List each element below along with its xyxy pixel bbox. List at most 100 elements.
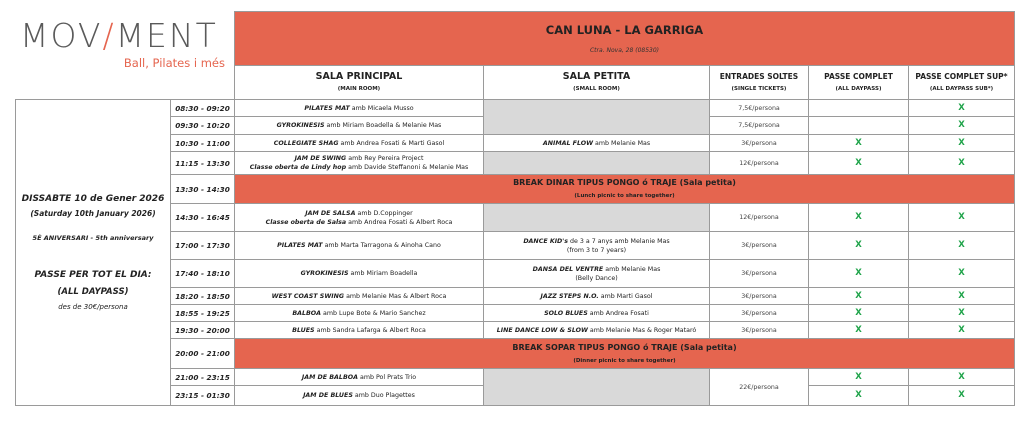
column-header-1: SALA PETITA (SMALL ROOM) [483,65,710,100]
schedule-header: CAN LUNA - LA GARRIGA Ctra. Nova, 28 (08… [234,11,1015,100]
class-detail: amb Rey Pereira Project [346,155,424,162]
sala-petita-empty [483,203,710,232]
logo-wordmark: MOV/MENT [20,16,218,55]
time-slot: 20:00 - 21:00 [170,338,235,369]
daypass-cell: X [808,259,909,288]
check-mark: X [958,212,965,222]
logo-tagline: Ball, Pilates i més [123,56,225,70]
class-name: JAM DE SALSA [305,209,356,217]
table-row: 17:00 - 17:30 PILATES MAT amb Marta Tarra… [16,231,1015,260]
sala-petita-empty [483,151,710,175]
daypass-cell: X [808,231,909,260]
class-name: Classe oberta de Salsa [265,218,347,226]
check-mark: X [958,307,965,318]
break-title: BREAK DINAR TIPUS PONGO ó TRAJE (Sala pe… [513,178,736,187]
class-name: GYROKINESIS [276,122,325,129]
class-name: GYROKINESIS [300,270,349,277]
daypass-sup-cell: X [908,385,1015,406]
daypass-cell: X [808,134,909,152]
column-title: SALA PRINCIPAL [315,71,403,82]
sala-principal-cell: JAM DE BLUES amb Duo Plagettes [234,385,484,406]
single-ticket-price: 3€/persona [709,321,809,339]
class-line: SOLO BLUES amb Andrea Fosati [485,309,709,318]
class-name: JAM DE SWING [294,155,347,162]
class-detail: amb Melanie Mas & Roger Mataró [587,326,697,334]
sala-principal-cell: PILATES MAT amb Micaela Musso [234,99,484,117]
table-row: 23:15 - 01:30 JAM DE BLUES amb Duo Plaget… [16,385,1015,406]
class-detail: amb Miriam Boadella & Melanie Mas [324,122,442,129]
class-detail: amb Marta Tarragona & Ainoha Cano [322,242,441,249]
class-name: SOLO BLUES [544,309,588,317]
daypass-cell: X [808,304,909,322]
daypass-cell: X [808,203,909,232]
check-mark: X [855,324,862,335]
table-row: 17:40 - 18:10 GYROKINESIS amb Miriam Boad… [16,259,1015,288]
class-line: PILATES MAT amb Marta Tarragona & Ainoha… [236,241,483,250]
day-info: DISSABTE 10 de Gener 2026 (Saturday 10th … [15,99,171,406]
class-detail: (from 3 to 7 years) [566,246,627,254]
schedule-table: DISSABTE 10 de Gener 2026 (Saturday 10th … [15,99,1015,406]
table-row: DISSABTE 10 de Gener 2026 (Saturday 10th … [15,99,1015,406]
break-subtitle: (Dinner picnic to share together) [573,357,676,364]
daypass-cell [808,99,909,117]
time-slot: 09:30 - 10:20 [170,116,235,135]
time-slot: 19:30 - 20:00 [170,321,235,339]
time-slot: 18:55 - 19:25 [170,304,235,322]
table-row: 11:15 - 13:30 JAM DE SWING amb Rey Pereir… [16,151,1015,175]
break-row: 20:00 - 21:00 BREAK SOPAR TIPUS PONGO ó T… [16,338,1015,369]
check-mark: X [855,290,862,301]
sala-principal-cell: BALBOA amb Lupe Bote & Mario Sanchez [234,304,484,322]
column-header-4: PASSE COMPLET SUP* (ALL DAYPASS SUB*) [908,65,1015,100]
single-ticket-price: 3€/persona [709,304,809,322]
daypass-cell: X [808,287,909,305]
class-detail: (Belly Dance) [575,274,618,282]
class-line: (from 3 to 7 years) [485,246,709,255]
time-slot: 14:30 - 16:45 [170,203,235,232]
sala-petita-cell: JAZZ STEPS N.O. amb Marti Gasol [483,287,710,305]
column-subtitle: (ALL DAYPASS) [835,86,882,92]
check-mark: X [855,240,862,250]
table-row: 19:30 - 20:00 BLUES amb Sandra Lafarga & … [16,321,1015,339]
class-name: BLUES [292,326,315,334]
daypass-sup-cell: X [908,151,1015,175]
check-mark: X [958,290,965,301]
time-slot: 13:30 - 14:30 [170,174,235,204]
class-line: Classe oberta de Salsa amb Andrea Fosati… [236,218,483,227]
time-slot: 23:15 - 01:30 [170,385,235,406]
sala-principal-cell: COLLEGIATE SHAG amb Andrea Fosati & Mart… [234,134,484,152]
class-line: BALBOA amb Lupe Bote & Mario Sanchez [236,309,483,318]
daypass-cell: X [808,321,909,339]
daypass-subtitle: (ALL DAYPASS) [57,287,129,297]
class-detail: amb Melanie Mas & Albert Roca [344,292,447,300]
column-subtitle: (SMALL ROOM) [573,86,620,92]
break-banner: BREAK DINAR TIPUS PONGO ó TRAJE (Sala pe… [234,174,1015,204]
class-line: PILATES MAT amb Micaela Musso [236,104,483,113]
sala-petita-empty [483,368,710,406]
daypass-sup-cell: X [908,99,1015,117]
column-header-2: ENTRADES SOLTES (SINGLE TICKETS) [709,65,809,100]
daypass-sup-cell: X [908,368,1015,386]
check-mark: X [855,157,862,168]
class-detail: amb Duo Plagettes [352,392,415,399]
class-line: JAM DE BLUES amb Duo Plagettes [236,391,483,400]
class-detail: amb Andrea Fosati [587,309,649,317]
class-line: LINE DANCE LOW & SLOW amb Melanie Mas & … [485,326,709,335]
sala-principal-cell: BLUES amb Sandra Lafarga & Albert Roca [234,321,484,339]
check-mark: X [855,390,862,400]
logo: MOV/MENT Ball, Pilates i més [20,16,225,71]
check-mark: X [855,307,862,318]
single-ticket-price: 3€/persona [709,287,809,305]
anniversary: 5È ANIVERSARI - 5th anniversary [32,234,154,242]
daypass-sup-cell: X [908,304,1015,322]
class-line: DANSA DEL VENTRE amb Melanie Mas [485,265,709,274]
daypass-price: des de 30€/persona [58,303,128,311]
class-detail: amb Sandra Lafarga & Albert Roca [314,326,426,334]
single-ticket-price: 3€/persona [709,231,809,260]
class-detail: amb Melanie Mas [603,265,661,273]
class-line: WEST COAST SWING amb Melanie Mas & Alber… [236,292,483,301]
sala-petita-cell: ANIMAL FLOW amb Melanie Mas [483,134,710,152]
column-subtitle: (SINGLE TICKETS) [731,86,787,92]
daypass-sup-cell: X [908,203,1015,232]
class-line: JAZZ STEPS N.O. amb Marti Gasol [485,292,709,301]
column-title: PASSE COMPLET [824,72,893,81]
